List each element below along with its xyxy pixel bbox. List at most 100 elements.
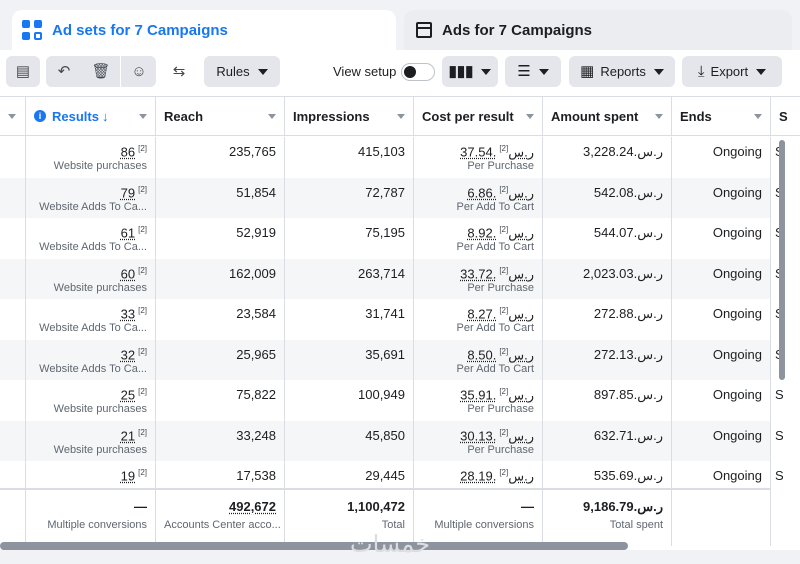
chevron-down-icon	[526, 114, 534, 119]
people-icon: ☺	[131, 63, 147, 80]
watermark: خمسات	[350, 530, 431, 558]
cell-reach: 25,965	[156, 339, 285, 380]
footnote-marker: [2]	[138, 144, 147, 153]
cost-value[interactable]: 28.19.ر.س	[460, 468, 534, 484]
footnote-marker: [2]	[499, 184, 509, 194]
results-value[interactable]: 61	[120, 225, 136, 241]
results-value[interactable]: 60	[120, 265, 136, 281]
results-value[interactable]: 25	[120, 387, 136, 403]
cost-value[interactable]: 6.86.ر.س	[467, 184, 534, 200]
table-row[interactable]: 33 [2] Website Adds To Ca... 23,584 31,741 8.…	[0, 299, 783, 340]
results-main[interactable]: 60 [2]	[121, 266, 147, 281]
cost-main[interactable]: 37.54.ر.س[2]	[460, 144, 534, 160]
results-main[interactable]: 61 [2]	[121, 225, 147, 240]
next-value: Se	[775, 427, 783, 443]
spent-value: 3,228.24.ر.س	[583, 144, 663, 159]
cell-next: Se	[771, 461, 783, 502]
duplicate-button[interactable]: ▤	[6, 56, 40, 87]
cost-value[interactable]: 8.50.ر.س	[467, 346, 534, 362]
table-row[interactable]: 25 [2] Website purchases 75,822 100,949 35.91…	[0, 380, 783, 421]
results-main[interactable]: 33 [2]	[121, 306, 147, 321]
cost-value[interactable]: 37.54.ر.س	[460, 144, 534, 160]
delete-button[interactable]: 🗑	[84, 56, 118, 87]
results-value[interactable]: 19	[120, 468, 136, 484]
column-header-impressions[interactable]: Impressions	[285, 96, 414, 136]
results-main[interactable]: 25 [2]	[121, 387, 147, 402]
results-value[interactable]: 86	[120, 144, 136, 160]
table-row[interactable]: 32 [2] Website Adds To Ca... 25,965 35,691 8.…	[0, 339, 783, 380]
results-main[interactable]: 79 [2]	[121, 185, 147, 200]
results-type-label: Website Adds To Ca...	[39, 362, 147, 375]
table-row[interactable]: 60 [2] Website purchases 162,009 263,714 33.7…	[0, 258, 783, 299]
cell-reach: 33,248	[156, 420, 285, 461]
cost-value[interactable]: 30.13.ر.س	[460, 427, 534, 443]
next-header-label: S	[779, 108, 788, 124]
cell-spent: 272.88.ر.س	[543, 299, 672, 340]
cost-main[interactable]: 28.19.ر.س[2]	[460, 468, 534, 484]
cost-value[interactable]: 33.72.ر.س	[460, 265, 534, 281]
audience-button[interactable]: ☺	[122, 56, 156, 87]
reports-button[interactable]: ▦ Reports	[569, 56, 675, 87]
column-header-results[interactable]: i Results ↓	[26, 96, 156, 136]
tab-ads[interactable]: Ads for 7 Campaigns	[404, 10, 792, 50]
cost-main[interactable]: 8.92.ر.س[2]	[467, 225, 534, 241]
impressions-value: 100,949	[358, 387, 405, 402]
column-header-reach[interactable]: Reach	[156, 96, 285, 136]
table-row[interactable]: 21 [2] Website purchases 33,248 45,850 30.13.…	[0, 420, 783, 461]
cell-impressions: 100,949	[285, 380, 414, 421]
table-row[interactable]: 79 [2] Website Adds To Ca... 51,854 72,787 6.…	[0, 177, 783, 218]
vertical-scrollbar[interactable]	[779, 140, 785, 380]
column-header-collapsed[interactable]	[0, 96, 26, 136]
cost-value[interactable]: 35.91.ر.س	[460, 387, 534, 403]
column-header-amount-spent[interactable]: Amount spent	[543, 96, 672, 136]
totals-reach-value[interactable]: 492,672	[229, 499, 276, 514]
breakdown-icon: ☰	[517, 63, 531, 80]
results-header-label: Results	[52, 108, 99, 124]
cost-value[interactable]: 8.92.ر.س	[467, 225, 534, 241]
column-header-ends[interactable]: Ends	[672, 96, 771, 136]
tab-ad-sets[interactable]: Ad sets for 7 Campaigns	[12, 10, 396, 50]
table-row[interactable]: 86 [2] Website purchases 235,765 415,103 37.5…	[0, 137, 783, 178]
cell-spent: 897.85.ر.س	[543, 380, 672, 421]
results-main[interactable]: 86 [2]	[121, 144, 147, 159]
rules-button[interactable]: Rules	[204, 56, 280, 87]
next-value: Se	[775, 468, 783, 483]
cost-main[interactable]: 35.91.ر.س[2]	[460, 387, 534, 403]
cost-main[interactable]: 8.27.ر.س[2]	[467, 306, 534, 322]
table-row[interactable]: 61 [2] Website Adds To Ca... 52,919 75,195 8.…	[0, 218, 783, 259]
results-value[interactable]: 21	[120, 427, 136, 443]
chevron-down-icon	[655, 114, 663, 119]
export-button[interactable]: ⤓ Export	[682, 56, 782, 87]
results-value[interactable]: 32	[120, 346, 136, 362]
columns-button[interactable]: ▮▮▮	[442, 56, 498, 87]
view-setup-toggle[interactable]	[401, 63, 435, 81]
results-value[interactable]: 79	[120, 184, 136, 200]
cost-main[interactable]: 6.86.ر.س[2]	[467, 185, 534, 201]
cost-main[interactable]: 33.72.ر.س[2]	[460, 266, 534, 282]
impressions-header-label: Impressions	[293, 108, 370, 124]
spent-value: 544.07.ر.س	[593, 225, 663, 240]
column-header-cost-per-result[interactable]: Cost per result	[414, 96, 543, 136]
results-main[interactable]: 19 [2]	[121, 468, 147, 483]
totals-reach-label: Accounts Center acco...	[164, 519, 281, 531]
cost-value[interactable]: 8.27.ر.س	[467, 306, 534, 322]
horizontal-scrollbar[interactable]	[0, 542, 628, 550]
cell-impressions: 75,195	[285, 218, 414, 259]
cell-ends: Ongoing	[672, 380, 771, 421]
cost-type-label: Per Purchase	[467, 281, 534, 294]
results-main[interactable]: 32 [2]	[121, 347, 147, 362]
impressions-value: 35,691	[365, 346, 405, 362]
cost-main[interactable]: 8.50.ر.س[2]	[467, 347, 534, 363]
results-value[interactable]: 33	[120, 306, 136, 322]
reach-value: 51,854	[236, 184, 276, 200]
ab-test-button[interactable]: ⇆	[162, 56, 196, 87]
breakdown-button[interactable]: ☰	[505, 56, 561, 87]
footnote-marker: [2]	[499, 225, 509, 234]
footnote-marker: [2]	[499, 346, 509, 356]
results-main[interactable]: 21 [2]	[121, 428, 147, 443]
tab-ads-label: Ads for 7 Campaigns	[442, 21, 593, 39]
column-header-next[interactable]: S	[771, 96, 800, 136]
cell-results: 79 [2] Website Adds To Ca...	[26, 177, 156, 218]
cost-main[interactable]: 30.13.ر.س[2]	[460, 428, 534, 444]
undo-button[interactable]: ↶	[46, 56, 82, 87]
